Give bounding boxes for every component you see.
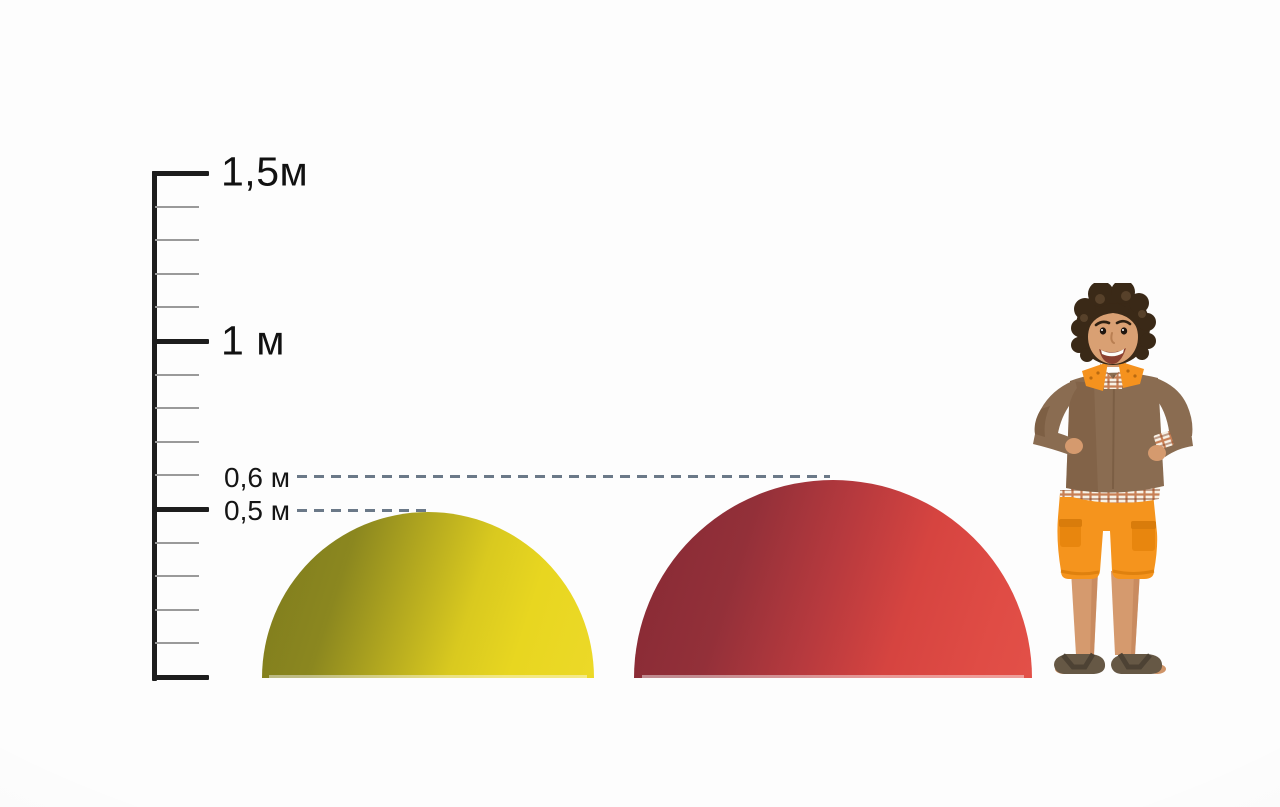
dashed-line-0-5m [297, 509, 431, 512]
ruler-minor-tick [155, 373, 199, 376]
boy-jacket [1033, 372, 1193, 493]
boy-orange-collar [1082, 361, 1144, 391]
boy-shorts [1057, 490, 1158, 579]
ruler-minor-tick [155, 474, 199, 477]
ruler-minor-tick [155, 575, 199, 578]
measure-label-0-5m: 0,5 м [224, 495, 290, 526]
ruler-minor-tick [155, 541, 199, 544]
ruler-major-tick [152, 338, 209, 344]
ruler-minor-tick [155, 642, 199, 645]
boy-shirt-collar [1100, 362, 1126, 389]
height-ruler: 1,5м 1 м [0, 0, 320, 807]
ruler-minor-tick [155, 205, 199, 208]
ruler-minor-tick [155, 608, 199, 611]
ruler-major-tick [152, 170, 209, 176]
ruler-minor-tick [155, 239, 199, 242]
measure-label-0-6m: 0,6 м [224, 462, 290, 493]
ruler-label-1-5m: 1,5м [221, 148, 309, 195]
boy-photo [1033, 283, 1193, 674]
dashed-line-0-6m [297, 475, 830, 478]
boy-legs [1071, 571, 1140, 655]
ruler-axis-line [152, 171, 157, 681]
ruler-major-tick [152, 674, 209, 680]
ruler-label-1m: 1 м [221, 317, 285, 364]
red-dome [634, 480, 1032, 678]
ruler-minor-tick [155, 440, 199, 443]
ruler-minor-tick [155, 407, 199, 410]
boy-sandals [1054, 652, 1166, 674]
ruler-minor-tick [155, 306, 199, 309]
ruler-major-tick [152, 506, 209, 512]
ruler-minor-tick [155, 272, 199, 275]
boy-head [1071, 283, 1156, 365]
